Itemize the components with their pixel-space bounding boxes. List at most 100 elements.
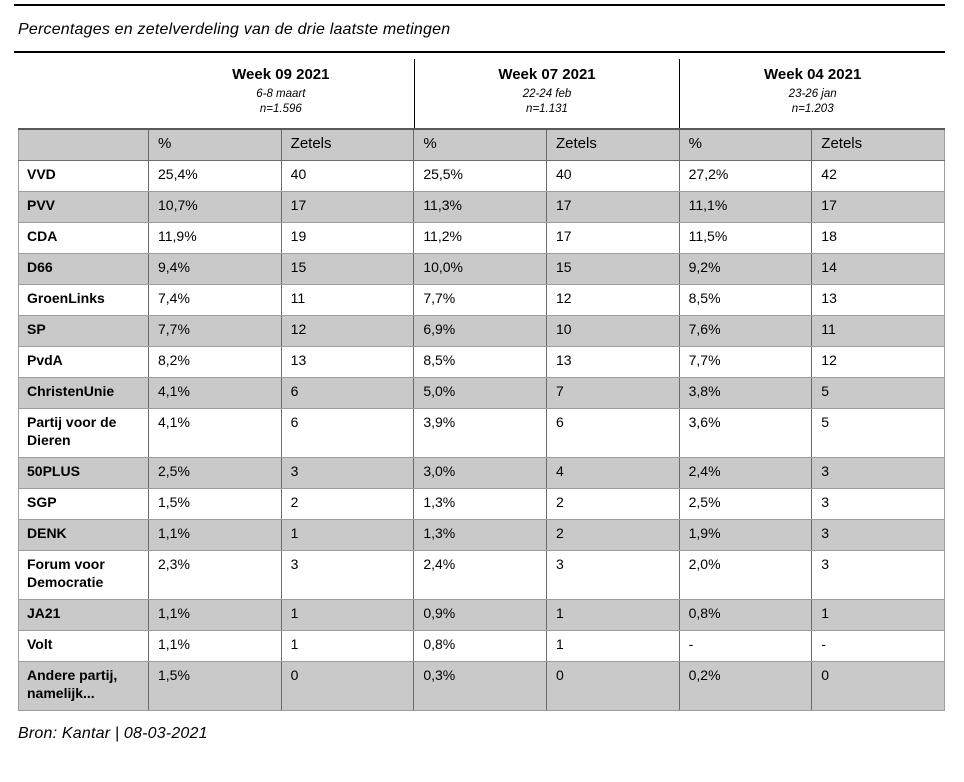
percentage-cell: 0,9%	[413, 599, 547, 631]
seats-cell: 0	[545, 661, 680, 711]
percentage-cell: -	[678, 630, 812, 662]
seats-cell: 17	[811, 191, 945, 223]
party-name-cell: ChristenUnie	[18, 377, 149, 409]
seats-cell: 13	[545, 346, 680, 378]
percentage-cell: 11,9%	[148, 222, 282, 254]
percentage-cell: 11,3%	[413, 191, 547, 223]
percentage-cell: 9,4%	[148, 253, 282, 285]
week-period: 22-24 feb	[522, 88, 572, 100]
percentage-cell: 0,8%	[413, 630, 547, 662]
table-row: 50PLUS 2,5% 3 3,0% 4 2,4% 3	[18, 457, 945, 489]
title-divider	[14, 51, 945, 53]
seats-cell: 3	[545, 550, 680, 600]
percentage-cell: 1,5%	[148, 488, 282, 520]
seats-cell: 42	[811, 160, 945, 192]
seats-cell: 11	[280, 284, 414, 316]
seats-cell: 6	[280, 377, 414, 409]
seats-cell: 2	[280, 488, 414, 520]
week-sample-size: n=1.131	[526, 103, 568, 115]
party-name-cell: SP	[18, 315, 149, 347]
seats-cell: 15	[545, 253, 680, 285]
party-name-cell: PvdA	[18, 346, 149, 378]
week-header-band: Week 09 2021 6-8 maart n=1.596 Week 07 2…	[18, 59, 945, 128]
seats-cell: 13	[811, 284, 945, 316]
seats-cell: 40	[545, 160, 680, 192]
percentage-cell: 3,9%	[413, 408, 547, 458]
seats-cell: 18	[811, 222, 945, 254]
week-header-spacer	[18, 59, 148, 128]
seats-cell: 13	[280, 346, 414, 378]
percentage-cell: 9,2%	[678, 253, 812, 285]
percentage-cell: 25,5%	[413, 160, 547, 192]
table-row: DENK 1,1% 1 1,3% 2 1,9% 3	[18, 519, 945, 551]
pct-column-header: %	[148, 128, 282, 161]
percentage-cell: 7,4%	[148, 284, 282, 316]
pct-column-header: %	[678, 128, 812, 161]
seats-cell: 1	[280, 519, 414, 551]
percentage-cell: 8,5%	[678, 284, 812, 316]
seats-cell: 12	[280, 315, 414, 347]
seats-cell: 19	[280, 222, 414, 254]
table-row: Volt 1,1% 1 0,8% 1- -	[18, 630, 945, 662]
top-divider	[14, 4, 945, 6]
table-row: GroenLinks 7,4% 11 7,7% 12 8,5% 13	[18, 284, 945, 316]
seats-cell: 1	[545, 599, 680, 631]
seats-cell: 11	[811, 315, 945, 347]
table-row: ChristenUnie 4,1% 6 5,0% 7 3,8% 5	[18, 377, 945, 409]
seats-cell: 1	[811, 599, 945, 631]
percentage-cell: 2,4%	[678, 457, 812, 489]
table-row: SP 7,7% 12 6,9% 10 7,6% 11	[18, 315, 945, 347]
corner-cell	[18, 128, 149, 161]
party-name-cell: CDA	[18, 222, 149, 254]
seats-cell: 0	[280, 661, 414, 711]
percentage-cell: 1,5%	[148, 661, 282, 711]
seats-column-header: Zetels	[811, 128, 945, 161]
percentage-cell: 2,4%	[413, 550, 547, 600]
table-row: PvdA 8,2% 13 8,5% 13 7,7% 12	[18, 346, 945, 378]
percentage-cell: 1,1%	[148, 599, 282, 631]
percentage-cell: 7,7%	[413, 284, 547, 316]
week-period: 23-26 jan	[788, 88, 837, 100]
party-name-cell: VVD	[18, 160, 149, 192]
seats-cell: 3	[811, 550, 945, 600]
seats-cell: 3	[280, 550, 414, 600]
page-title: Percentages en zetelverdeling van de dri…	[18, 21, 451, 38]
seats-cell: 2	[545, 488, 680, 520]
table-row: D66 9,4% 15 10,0% 15 9,2% 14	[18, 253, 945, 285]
percentage-cell: 4,1%	[148, 377, 282, 409]
week-group-09: Week 09 2021 6-8 maart n=1.596	[148, 59, 414, 128]
percentage-cell: 25,4%	[148, 160, 282, 192]
week-sample-size: n=1.203	[791, 103, 834, 115]
week-group-07: Week 07 2021 22-24 feb n=1.131	[413, 59, 680, 128]
percentage-cell: 1,1%	[148, 630, 282, 662]
percentage-cell: 27,2%	[678, 160, 812, 192]
week-sample-size: n=1.596	[259, 103, 302, 115]
percentage-cell: 11,5%	[678, 222, 812, 254]
percentage-cell: 2,5%	[678, 488, 812, 520]
percentage-cell: 7,7%	[678, 346, 812, 378]
seats-cell: 6	[545, 408, 680, 458]
percentage-cell: 5,0%	[413, 377, 547, 409]
week-label: Week 07 2021	[498, 66, 596, 83]
table-row: PVV 10,7% 17 11,3% 17 11,1% 17	[18, 191, 945, 223]
percentage-cell: 6,9%	[413, 315, 547, 347]
party-name-cell: Forum voor Democratie	[18, 550, 149, 600]
percentage-cell: 7,7%	[148, 315, 282, 347]
table-row: Forum voor Democratie 2,3% 3 2,4% 3 2,0% 3	[18, 550, 945, 600]
seats-cell: 14	[811, 253, 945, 285]
party-name-cell: GroenLinks	[18, 284, 149, 316]
seats-cell: 4	[545, 457, 680, 489]
pct-column-header: %	[413, 128, 547, 161]
party-name-cell: JA21	[18, 599, 149, 631]
percentage-cell: 3,0%	[413, 457, 547, 489]
percentage-cell: 0,8%	[678, 599, 812, 631]
seats-cell: 5	[811, 377, 945, 409]
percentage-cell: 10,7%	[148, 191, 282, 223]
percentage-cell: 3,8%	[678, 377, 812, 409]
percentage-cell: 10,0%	[413, 253, 547, 285]
percentage-cell: 7,6%	[678, 315, 812, 347]
seats-cell: 0	[811, 661, 945, 711]
percentage-cell: 0,3%	[413, 661, 547, 711]
table-row: JA21 1,1% 1 0,9% 1 0,8% 1	[18, 599, 945, 631]
percentage-cell: 11,1%	[678, 191, 812, 223]
